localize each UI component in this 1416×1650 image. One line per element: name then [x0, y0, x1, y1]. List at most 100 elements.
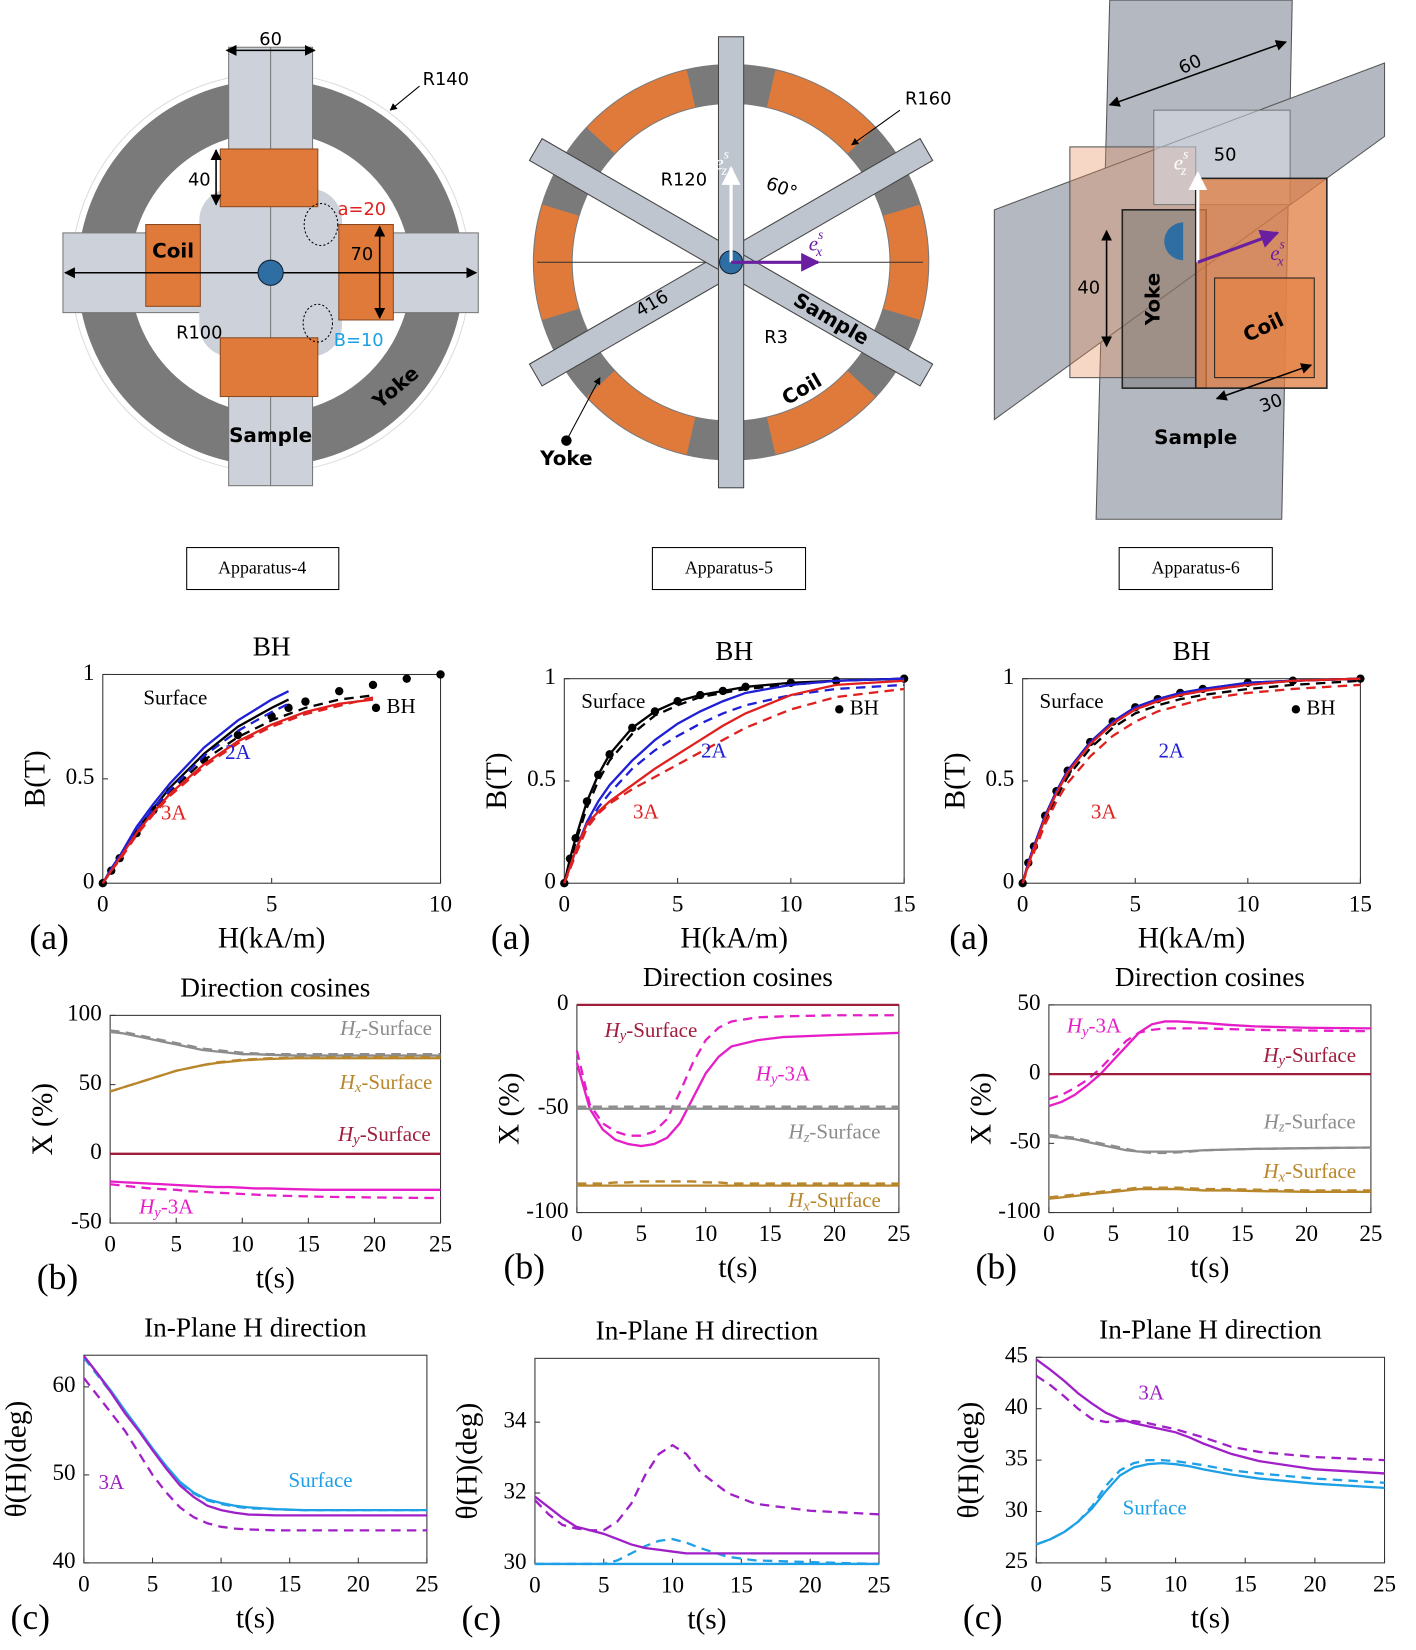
annotation-text: -3A	[777, 1061, 810, 1085]
y-axis-label: θ(H)(deg)	[452, 1403, 484, 1520]
measure-point	[258, 260, 283, 285]
chart-title: Direction cosines	[1115, 962, 1305, 992]
caption: Apparatus-5	[685, 558, 773, 578]
y-tick-label: 0	[1003, 868, 1015, 894]
x-tick-label: 15	[1349, 891, 1372, 917]
annotation-dot	[1292, 705, 1300, 713]
x-tick-label: 0	[571, 1220, 583, 1246]
annotation: Surface	[143, 685, 207, 709]
label: Yoke	[539, 447, 592, 470]
axis-label: esx	[1270, 237, 1285, 269]
label: R140	[423, 69, 469, 90]
x-tick-label: 15	[893, 891, 916, 917]
annotation: Hy-3A	[1066, 1014, 1121, 1041]
y-tick-label: 1	[544, 663, 556, 689]
x-tick-label: 20	[823, 1220, 846, 1246]
label: Sample	[229, 424, 312, 447]
annotation: Hy-Surface	[604, 1018, 698, 1045]
annotation: Hy-Surface	[1262, 1043, 1356, 1070]
x-tick-label: 10	[1166, 1220, 1189, 1246]
x-tick-label: 0	[78, 1570, 90, 1596]
coil	[601, 384, 691, 436]
y-tick-label: 0	[83, 868, 95, 894]
axis-sup: s	[724, 146, 729, 161]
label: 70	[351, 244, 374, 265]
annotation-text: Surface	[289, 1468, 353, 1492]
panel-label: (b)	[975, 1246, 1017, 1286]
figure: 60 R140 40 a=20 Coil 70 R100 B=10 Yoke S…	[0, 0, 1416, 1650]
y-tick-label: 100	[67, 1000, 102, 1026]
y-tick-label: 40	[1005, 1393, 1028, 1419]
caption: Apparatus-6	[1152, 558, 1240, 578]
label: a=20	[338, 199, 387, 220]
x-tick-label: 5	[1100, 1570, 1112, 1596]
coil	[771, 89, 861, 141]
y-axis-label: X (%)	[27, 1083, 59, 1156]
panel-label: (a)	[491, 917, 531, 957]
annotation: 2A	[701, 738, 727, 762]
y-axis-label: θ(H)(deg)	[953, 1402, 985, 1519]
data-point	[301, 697, 309, 705]
annotation: Hx-Surface	[787, 1188, 881, 1215]
x-tick-label: 10	[779, 891, 802, 917]
x-tick-label: 10	[231, 1230, 254, 1256]
chart-title: Direction cosines	[180, 972, 370, 1002]
annotation-text: Surface	[143, 685, 207, 709]
y-tick-label: 32	[503, 1477, 526, 1503]
diagram-apparatus-5: R160 R120 60° 416 R3 Sample Coil Yoke es…	[529, 37, 951, 488]
caption: Apparatus-4	[218, 558, 306, 578]
axis-sub: z	[1180, 163, 1187, 178]
panel-label: (c)	[10, 1597, 50, 1637]
chart: In-Plane H directiont(s)θ(H)(deg)(c)0510…	[1, 1312, 439, 1636]
x-tick-label: 20	[799, 1571, 822, 1597]
annotation-text: BH	[850, 695, 879, 719]
y-axis-label: X (%)	[966, 1072, 998, 1145]
coil	[146, 225, 201, 307]
panel-label: (b)	[503, 1246, 545, 1286]
y-tick-label: 60	[52, 1371, 75, 1397]
y-tick-label: 34	[503, 1406, 527, 1432]
x-tick-label: 25	[1359, 1220, 1382, 1246]
x-tick-label: 20	[363, 1230, 386, 1256]
data-point	[436, 670, 444, 678]
y-tick-label: 0	[544, 868, 556, 894]
annotation: Surface	[1040, 689, 1104, 713]
annotation-text: -Surface	[1285, 1159, 1356, 1183]
x-tick-label: 15	[730, 1571, 753, 1597]
x-tick-label: 20	[347, 1570, 370, 1596]
label: 60	[259, 29, 282, 50]
x-tick-label: 10	[429, 891, 452, 917]
y-tick-label: 30	[503, 1548, 526, 1574]
label: 60°	[763, 173, 800, 204]
x-tick-label: 15	[1231, 1220, 1254, 1246]
annotation-text: -Surface	[626, 1018, 697, 1042]
x-tick-label: 15	[1234, 1570, 1257, 1596]
annotation-text: -Surface	[809, 1119, 880, 1143]
annotation-text: -Surface	[360, 1122, 431, 1146]
annotation-text: 3A	[633, 799, 659, 823]
label: Sample	[789, 288, 872, 349]
x-axis-label: H(kA/m)	[1138, 923, 1246, 955]
x-tick-label: 0	[1017, 891, 1029, 917]
chart-title: BH	[253, 632, 291, 662]
label: Coil	[152, 239, 194, 262]
label: R3	[764, 327, 788, 348]
annotation-text: Surface	[1040, 689, 1104, 713]
label: R100	[176, 323, 222, 344]
y-tick-label: 50	[79, 1069, 102, 1095]
x-tick-label: 10	[1236, 891, 1259, 917]
x-tick-label: 25	[415, 1570, 438, 1596]
annotation: 2A	[225, 740, 251, 764]
x-axis-label: t(s)	[1190, 1252, 1229, 1284]
x-tick-label: 0	[104, 1230, 116, 1256]
chart: Direction cosinest(s)X (%)(b)0510152025-…	[27, 972, 452, 1296]
annotation: 3A	[633, 799, 659, 823]
annotation-text: 3A	[1138, 1380, 1164, 1404]
annotation-text: -Surface	[810, 1188, 881, 1212]
axis-sup: s	[1280, 237, 1285, 252]
annotation-text: 2A	[1158, 738, 1184, 762]
annotation-text: BH	[386, 694, 415, 718]
x-tick-label: 15	[278, 1570, 301, 1596]
annotation: Surface	[289, 1468, 353, 1492]
